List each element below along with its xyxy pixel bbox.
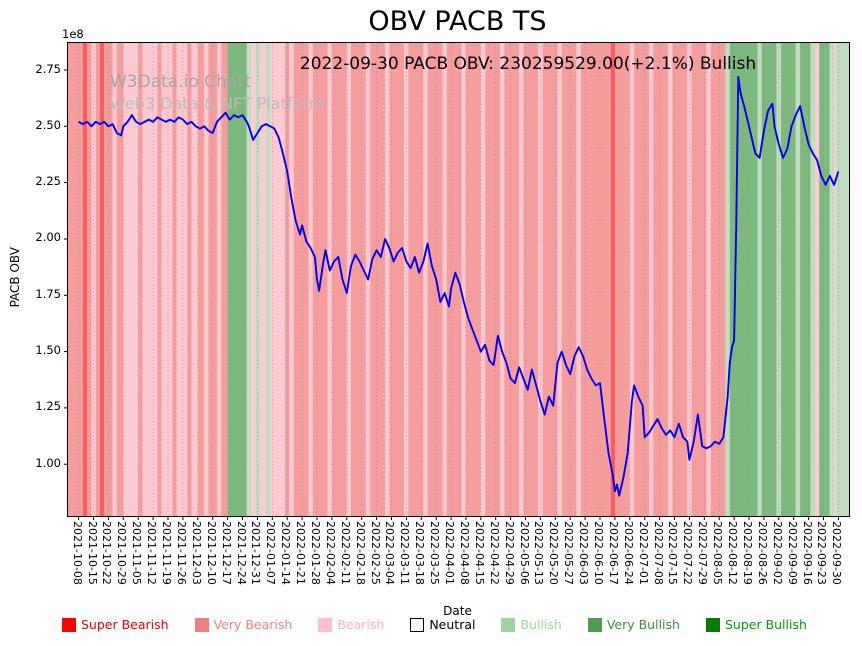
legend-item-bearish: Bearish [318,617,384,632]
x-tick-label: 2022-04-01 [443,521,457,585]
x-tick-label: 2021-12-31 [249,521,263,585]
legend-swatch-icon [587,617,602,632]
x-tick-label: 2022-09-02 [770,521,784,585]
legend-item-bullish: Bullish [501,617,562,632]
x-tick-label: 2022-05-27 [562,521,576,585]
chart-title: OBV PACB TS [368,6,547,37]
x-tick-label: 2022-01-21 [294,521,308,585]
legend-swatch-icon [318,617,333,632]
legend-item-very-bearish: Very Bearish [194,617,293,632]
x-tick-label: 2022-04-15 [472,521,486,585]
obv-line-chart [64,43,849,520]
x-tick-label: 2021-10-22 [100,521,114,585]
x-tick-label: 2022-03-04 [383,521,397,585]
x-tick-label: 2021-11-19 [160,521,174,585]
y-tick-label: 1.75 [35,286,61,301]
x-tick-label: 2022-09-09 [785,521,799,585]
x-tick-label: 2022-04-22 [487,521,501,585]
x-tick-label: 2021-11-05 [130,521,144,585]
x-tick-label: 2021-12-17 [219,521,233,585]
legend-label: Super Bearish [81,617,169,632]
watermark-line1: W3Data.io Chart [110,72,251,92]
legend-swatch-icon [501,617,516,632]
x-tick-label: 2021-12-24 [234,521,248,585]
x-tick-label: 2022-08-19 [740,521,754,585]
x-tick-label: 2022-04-29 [502,521,516,585]
x-tick-label: 2022-06-10 [592,521,606,585]
legend-item-neutral: Neutral [410,617,475,632]
x-tick-label: 2021-11-12 [145,521,159,585]
x-tick-label: 2022-07-08 [651,521,665,585]
legend-label: Very Bullish [606,617,680,632]
x-tick-label: 2022-02-18 [353,521,367,585]
x-tick-label: 2022-01-14 [279,521,293,585]
x-tick-label: 2022-02-11 [338,521,352,585]
x-tick-label: 2022-02-04 [323,521,337,585]
x-tick-label: 2021-11-26 [174,521,188,585]
x-tick-label: 2022-08-05 [711,521,725,585]
y-tick-label: 2.50 [35,117,61,132]
y-axis-offset-label: 1e8 [62,27,84,41]
x-tick-label: 2022-03-25 [428,521,442,585]
legend-swatch-icon [410,617,425,632]
legend-swatch-icon [705,617,720,632]
x-tick-label: 2022-07-29 [696,521,710,585]
legend-label: Bearish [337,617,385,632]
x-tick-label: 2022-07-15 [666,521,680,585]
x-tick-label: 2022-08-26 [755,521,769,585]
x-tick-label: 2022-08-12 [726,521,740,585]
legend-label: Bullish [520,617,562,632]
x-axis-label: Date [443,604,472,618]
x-tick-label: 2022-06-24 [621,521,635,585]
x-tick-label: 2022-06-17 [606,521,620,585]
x-tick-label: 2022-03-18 [413,521,427,585]
x-tick-label: 2022-01-28 [308,521,322,585]
legend-item-super-bullish: Super Bullish [705,617,807,632]
x-tick-label: 2022-05-20 [547,521,561,585]
plot-area [64,42,850,520]
x-tick-label: 2022-09-16 [800,521,814,585]
x-tick-label: 2022-03-11 [398,521,412,585]
y-tick-label: 2.00 [35,230,61,245]
x-tick-label: 2022-07-22 [681,521,695,585]
y-tick-label: 2.25 [35,174,61,189]
x-tick-label: 2022-09-30 [830,521,844,585]
legend-item-very-bullish: Very Bullish [587,617,680,632]
latest-value-annotation: 2022-09-30 PACB OBV: 230259529.00(+2.1%)… [299,54,757,74]
legend-swatch-icon [62,617,76,632]
x-tick-label: 2022-06-03 [577,521,591,585]
x-tick-label: 2022-01-07 [264,521,278,585]
x-tick-label: 2022-05-06 [517,521,531,585]
sentiment-legend: Super Bearish Very Bearish Bearish Neutral B… [62,617,807,632]
x-tick-label: 2022-09-23 [815,521,829,585]
legend-label: Neutral [429,617,476,632]
legend-label: Super Bullish [724,617,807,632]
legend-swatch-icon [194,617,209,632]
x-tick-label: 2021-12-10 [204,521,218,585]
watermark-line2: Web3 Data & NFT Platform [110,94,325,113]
x-tick-label: 2021-10-15 [85,521,99,585]
y-tick-label: 1.50 [35,343,61,358]
x-tick-label: 2022-04-08 [457,521,471,585]
x-tick-label: 2021-10-08 [70,521,84,585]
y-tick-label: 1.00 [35,455,61,470]
x-tick-label: 2022-02-25 [368,521,382,585]
y-tick-label: 1.25 [35,399,61,414]
x-tick-label: 2021-12-03 [189,521,203,585]
x-tick-label: 2021-10-29 [115,521,129,585]
x-tick-label: 2022-05-13 [532,521,546,585]
legend-item-super-bearish: Super Bearish [62,617,169,632]
legend-label: Very Bearish [213,617,293,632]
y-tick-label: 2.75 [35,61,61,76]
x-tick-label: 2022-07-01 [636,521,650,585]
